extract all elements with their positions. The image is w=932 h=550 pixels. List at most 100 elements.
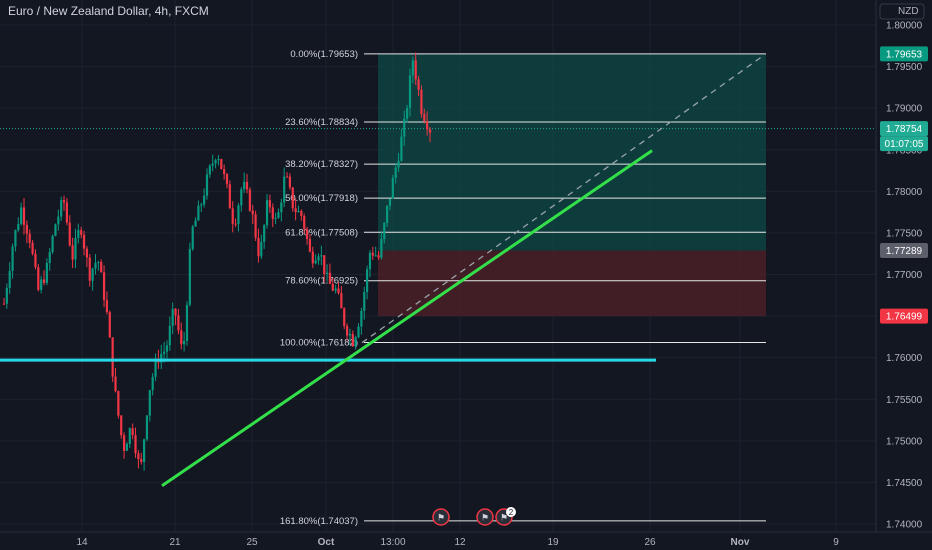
- candle-body: [388, 198, 392, 206]
- candle-body: [14, 230, 17, 247]
- candle-body: [54, 224, 57, 236]
- price-badge-label: 1.78754: [886, 124, 923, 135]
- candle-body: [417, 79, 420, 90]
- candle-body: [377, 255, 380, 258]
- candle-body: [223, 169, 226, 175]
- candle-body: [257, 237, 260, 257]
- candle-body: [200, 204, 203, 206]
- candle-body: [2, 303, 6, 305]
- event-marker[interactable]: ⚑ 2: [495, 507, 516, 526]
- price-tick-label: 1.78000: [886, 187, 923, 198]
- candle-body: [323, 255, 326, 274]
- candle-body: [397, 160, 400, 168]
- candle-body: [280, 202, 283, 213]
- candle-body: [148, 390, 151, 416]
- candle-body: [243, 181, 246, 190]
- candle-body: [34, 253, 37, 268]
- candle-body: [37, 267, 40, 290]
- candle-body: [111, 337, 114, 377]
- candle-body: [406, 107, 409, 119]
- candle-body: [334, 288, 337, 291]
- candle-body: [311, 251, 314, 264]
- rising-trendline[interactable]: [161, 149, 653, 487]
- candle-body: [408, 75, 412, 108]
- candle-body: [28, 233, 31, 243]
- candle-body: [271, 207, 274, 219]
- candle-body: [383, 222, 386, 239]
- price-tick-label: 1.79000: [886, 104, 923, 115]
- candle-body: [360, 310, 363, 327]
- candle-body: [185, 304, 189, 341]
- time-tick-label: 9: [833, 537, 839, 548]
- candle-body: [254, 214, 257, 238]
- candle-body: [85, 248, 89, 258]
- price-badge: [880, 121, 928, 137]
- candle-body: [217, 159, 220, 161]
- candle-body: [291, 187, 294, 209]
- candle-body: [294, 208, 297, 213]
- candle-body: [165, 345, 169, 352]
- candle-body: [20, 207, 23, 224]
- time-axis[interactable]: 14 21 25 Oct 13:00 12 19 26 Nov 9: [0, 531, 932, 548]
- candle-body: [251, 210, 254, 215]
- price-tick-label: 1.74500: [886, 478, 923, 489]
- candle-body: [128, 428, 131, 444]
- price-badge-label: 1.76499: [886, 312, 923, 323]
- candle-body: [314, 260, 317, 264]
- candle-body: [40, 279, 43, 290]
- candle-body: [88, 257, 91, 281]
- candle-body: [403, 118, 406, 137]
- candle-body: [260, 241, 263, 257]
- event-marker[interactable]: ⚑: [432, 508, 450, 526]
- candle-body: [391, 178, 394, 199]
- time-tick-label: 21: [169, 537, 181, 548]
- price-tick-label: 1.79500: [886, 62, 923, 73]
- candle-body: [423, 113, 426, 122]
- candle-body: [163, 351, 166, 354]
- long-position-loss-zone[interactable]: [378, 250, 766, 317]
- economic-events[interactable]: ⚑ ⚑ ⚑ 2: [432, 507, 516, 526]
- candle-body: [351, 333, 354, 347]
- candle-body: [208, 165, 211, 175]
- symbol-title: Euro / New Zealand Dollar, 4h, FXCM: [8, 4, 209, 18]
- candle-body: [214, 160, 217, 164]
- time-tick-label: 14: [76, 537, 88, 548]
- time-tick-label: 12: [454, 537, 466, 548]
- candle-body: [60, 200, 63, 217]
- currency-box: [879, 3, 925, 20]
- candle-body: [180, 330, 183, 345]
- candle-body: [274, 217, 277, 219]
- candle-body: [317, 256, 320, 261]
- candle-body: [154, 358, 157, 377]
- currency-label: NZD: [898, 6, 919, 17]
- candle-body: [183, 340, 186, 345]
- candle-body: [411, 60, 414, 76]
- candle-body: [205, 174, 209, 196]
- candle-body: [363, 291, 366, 311]
- candle-body: [386, 205, 389, 223]
- candle-body: [348, 333, 352, 336]
- candle-body: [300, 210, 303, 217]
- candle-body: [62, 200, 66, 203]
- candle-body: [305, 228, 309, 239]
- candle-body: [371, 252, 374, 256]
- event-marker[interactable]: ⚑: [476, 508, 494, 526]
- price-badge-label: 1.77289: [886, 246, 923, 257]
- candle-body: [374, 255, 377, 257]
- candle-body: [145, 415, 149, 440]
- candle-body: [331, 283, 334, 291]
- candle-body: [228, 184, 231, 209]
- candle-body: [400, 136, 403, 161]
- candle-body: [105, 300, 109, 313]
- long-position-profit-zone[interactable]: [378, 53, 766, 251]
- projection-dashed-line[interactable]: [361, 56, 763, 344]
- candle-body: [234, 223, 237, 225]
- candle-body: [337, 288, 340, 294]
- candle-body: [245, 181, 249, 190]
- flag-icon: ⚑: [437, 513, 445, 523]
- candle-body: [137, 453, 140, 460]
- candle-body: [91, 268, 94, 281]
- price-tick-label: 1.77500: [886, 228, 923, 239]
- fibonacci-retracement[interactable]: 0.00%(1.79653) 23.60%(1.78834) 38.20%(1.78…: [280, 49, 766, 527]
